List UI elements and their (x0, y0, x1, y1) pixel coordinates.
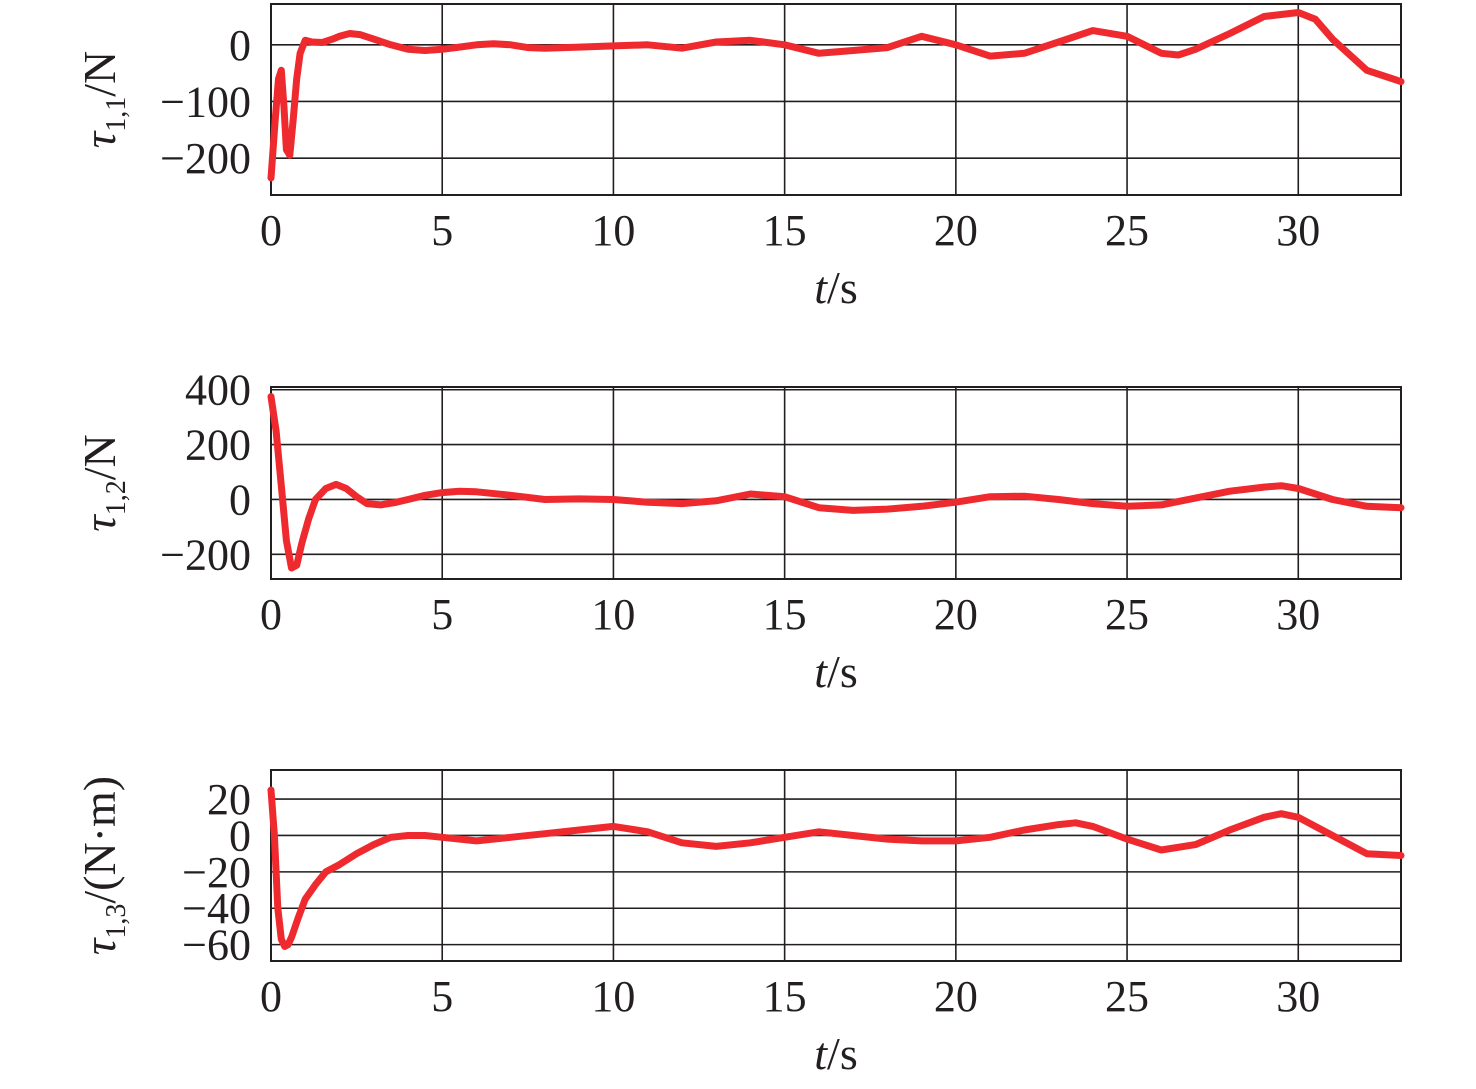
plot-area-frame (270, 3, 1402, 196)
x-tick-label: 20 (934, 206, 978, 255)
x-tick-label: 30 (1276, 972, 1320, 1021)
y-tick-labels: −200 0 200 400 (160, 366, 251, 580)
series-line-tau-1-2 (267, 393, 1405, 572)
y-tick-label: 0 (229, 811, 251, 860)
x-tick-label: 25 (1105, 206, 1149, 255)
x-tick-label: 15 (763, 206, 807, 255)
y-tick-label: −20 (182, 848, 251, 897)
y-tick-label: −200 (160, 530, 251, 579)
y-tick-label: 0 (229, 475, 251, 524)
y-tick-label: −40 (182, 884, 251, 933)
x-tick-label: 5 (431, 590, 453, 639)
plot-area-frame (270, 769, 1402, 962)
x-axis-label: t/s (814, 646, 857, 697)
x-tick-label: 10 (591, 590, 635, 639)
x-tick-label: 10 (591, 972, 635, 1021)
x-tick-label: 20 (934, 972, 978, 1021)
x-tick-label: 0 (260, 972, 282, 1021)
y-tick-labels: −200 −100 0 (160, 21, 251, 183)
x-tick-label: 5 (431, 206, 453, 255)
y-tick-label: 400 (185, 366, 251, 415)
x-axis-label: t/s (814, 262, 857, 313)
x-tick-labels: 0 5 10 15 20 25 30 (260, 590, 1320, 639)
x-tick-label: 15 (763, 590, 807, 639)
x-tick-label: 30 (1276, 206, 1320, 255)
y-tick-label: −200 (160, 134, 251, 183)
y-axis-label: τ1,2/N (74, 434, 132, 531)
y-tick-label: 20 (207, 775, 251, 824)
grid-lines (270, 387, 1401, 579)
x-tick-label: 0 (260, 206, 282, 255)
grid-lines (270, 770, 1401, 961)
x-tick-label: 15 (763, 972, 807, 1021)
x-tick-label: 25 (1105, 590, 1149, 639)
x-axis-label: t/s (814, 1028, 857, 1079)
x-tick-label: 25 (1105, 972, 1149, 1021)
y-tick-label: −100 (160, 77, 251, 126)
x-tick-labels: 0 5 10 15 20 25 30 (260, 972, 1320, 1021)
y-tick-label: 0 (229, 21, 251, 70)
chart-panel-tau-1-1: 0 5 10 15 20 25 30 −200 −100 0 t/s τ1,1/N (74, 3, 1405, 313)
y-axis-label: τ1,1/N (74, 51, 132, 148)
y-axis-label: τ1,3/(N·m) (74, 776, 132, 955)
x-tick-label: 30 (1276, 590, 1320, 639)
x-tick-label: 20 (934, 590, 978, 639)
x-tick-label: 10 (591, 206, 635, 255)
y-tick-label: −60 (182, 921, 251, 970)
plot-area-frame (270, 386, 1402, 580)
x-tick-labels: 0 5 10 15 20 25 30 (260, 206, 1320, 255)
x-tick-label: 5 (431, 972, 453, 1021)
series-line-tau-1-3 (267, 786, 1405, 950)
series-line-tau-1-1 (267, 9, 1405, 182)
y-tick-label: 200 (185, 421, 251, 470)
x-tick-label: 0 (260, 590, 282, 639)
